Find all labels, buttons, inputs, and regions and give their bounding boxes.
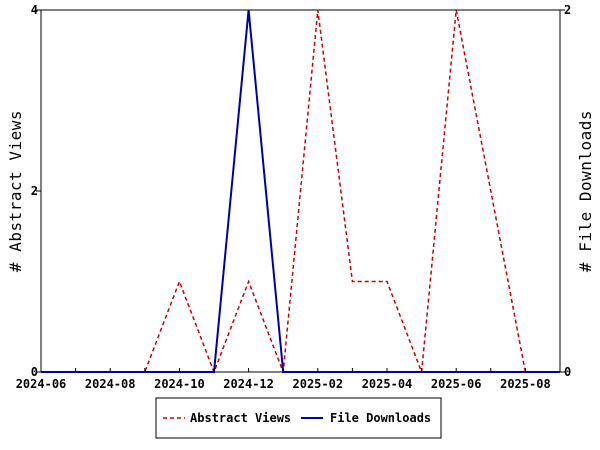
right-axis-title: # File Downloads: [576, 110, 595, 272]
left-y-tick-label: 0: [31, 365, 38, 379]
legend: Abstract Views File Downloads: [155, 397, 442, 439]
x-tick-label: 2025-06: [431, 377, 482, 391]
left-y-tick-label: 2: [31, 184, 38, 198]
legend-label-abstract-views: Abstract Views: [190, 411, 291, 425]
x-tick-label: 2025-02: [293, 377, 344, 391]
right-y-tick-label: 2: [564, 3, 571, 17]
x-tick-label: 2025-08: [500, 377, 551, 391]
series-line-file-downloads: [41, 9, 560, 373]
right-y-axis: 02: [560, 3, 571, 379]
right-y-tick-label: 0: [564, 365, 571, 379]
x-tick-label: 2025-04: [362, 377, 413, 391]
left-y-tick-label: 4: [31, 3, 38, 17]
left-y-axis: 0 2 4: [31, 3, 41, 379]
x-tick-label: 2024-08: [85, 377, 136, 391]
legend-box: [155, 397, 442, 439]
x-tick-label: 2024-12: [223, 377, 274, 391]
legend-label-file-downloads: File Downloads: [330, 411, 431, 425]
x-tick-label: 2024-06: [16, 377, 67, 391]
x-tick-label: 2024-10: [154, 377, 205, 391]
x-axis: 2024-06 2024-08 2024-10 2024-12 2025-02 2025-…: [16, 368, 561, 391]
left-axis-title: # Abstract Views: [6, 110, 25, 272]
